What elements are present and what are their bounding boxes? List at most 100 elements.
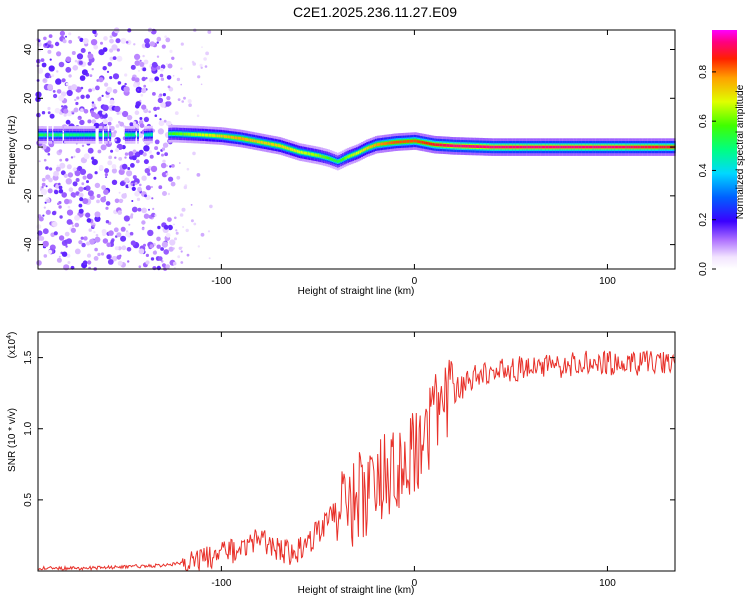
noise-speckle — [103, 36, 108, 41]
noise-speckle — [58, 95, 65, 101]
noise-speckle — [129, 215, 134, 219]
noise-speckle — [161, 171, 168, 178]
noise-speckle — [167, 217, 172, 223]
ridge-cell — [55, 133, 58, 137]
ridge-cell — [387, 141, 390, 145]
ridge-cell — [260, 140, 263, 144]
ridge-cell — [48, 133, 51, 137]
x-tick-label: -100 — [211, 578, 231, 589]
ridge-cell — [557, 145, 560, 149]
ridge-cell — [241, 137, 244, 140]
noise-speckle — [108, 230, 114, 236]
noise-speckle — [113, 227, 119, 233]
noise-speckle — [81, 144, 85, 147]
ridge-cell — [83, 133, 86, 137]
noise-speckle — [79, 197, 84, 202]
noise-speckle — [106, 242, 111, 248]
ridge-cell — [253, 139, 256, 143]
noise-speckle — [76, 53, 84, 60]
noise-speckle — [89, 74, 93, 77]
noise-speckle — [143, 243, 146, 247]
ridge-cell — [284, 146, 287, 149]
ridge-cell — [189, 133, 191, 136]
noise-speckle — [100, 252, 105, 256]
ridge-cell — [310, 152, 313, 156]
noise-speckle — [114, 137, 121, 144]
noise-speckle — [87, 260, 92, 265]
ridge-cell — [554, 145, 556, 149]
ridge-cell — [637, 145, 640, 149]
ridge-cell — [369, 145, 372, 149]
y-tick-label: 1.0 — [23, 421, 34, 435]
noise-speckle — [87, 190, 94, 197]
noise-speckle — [63, 173, 68, 178]
ridge-cell — [218, 134, 221, 138]
ridge-cell — [130, 133, 132, 137]
noise-speckle — [121, 163, 128, 170]
ridge-cell — [319, 154, 322, 158]
ridge-cell — [498, 145, 501, 149]
noise-speckle — [103, 195, 106, 199]
noise-speckle — [130, 64, 136, 70]
y-tick-label: 40 — [23, 44, 34, 56]
ridge-cell — [647, 145, 650, 149]
spectrogram-x-axis: -100 0 100 — [211, 30, 616, 287]
ridge-cell — [289, 147, 292, 151]
noise-speckle — [137, 186, 142, 192]
noise-speckle — [148, 208, 150, 211]
noise-speckle — [89, 238, 95, 245]
ridge-cell — [633, 145, 636, 149]
colorbar: 0.0 0.2 0.4 0.6 0.8 Normalized spectral ampl… — [698, 30, 746, 276]
noise-speckle — [163, 119, 167, 123]
ridge-cell — [312, 153, 315, 156]
noise-speckle — [52, 221, 58, 227]
noise-speckle — [96, 199, 100, 204]
ridge-cell — [651, 145, 654, 149]
ridge-cell — [460, 144, 463, 148]
ridge-cell — [491, 145, 494, 149]
colorbar-tick-label: 0.8 — [698, 64, 709, 78]
noise-speckle — [125, 41, 129, 44]
ridge-cell — [246, 138, 249, 141]
ridge-cell — [524, 145, 527, 149]
noise-speckle — [112, 56, 117, 60]
noise-speckle — [167, 224, 173, 231]
noise-speckle — [86, 253, 92, 258]
noise-speckle — [172, 247, 175, 250]
noise-speckle — [81, 69, 88, 76]
noise-speckle — [166, 63, 168, 66]
ridge-cell — [427, 142, 429, 145]
noise-speckle — [42, 214, 45, 217]
noise-speckle — [144, 194, 147, 198]
noise-speckle — [45, 209, 51, 215]
ridge-cell — [606, 145, 608, 149]
noise-speckle — [148, 77, 154, 83]
noise-speckle — [180, 67, 183, 70]
ridge-cell — [352, 153, 355, 157]
ridge-cell — [501, 145, 504, 149]
noise-speckle — [186, 253, 190, 257]
ridge-cell — [415, 139, 417, 143]
noise-speckle — [175, 229, 178, 232]
ridge-cell — [482, 145, 485, 149]
colorbar-gradient — [712, 30, 737, 269]
noise-speckle — [76, 96, 80, 100]
noise-speckle — [177, 98, 181, 101]
noise-speckle — [82, 38, 89, 44]
spectrogram-panel: -100 0 100 -40 -20 0 20 40 Height of straight … — [7, 27, 676, 297]
noise-speckle — [171, 164, 175, 168]
y-tick-label: 20 — [23, 92, 34, 104]
ridge-cell — [177, 132, 179, 136]
noise-speckle — [45, 166, 49, 170]
ridge-cell — [453, 144, 456, 148]
noise-speckle — [40, 58, 45, 62]
noise-speckle — [111, 168, 117, 174]
noise-speckle — [104, 173, 108, 177]
noise-speckle — [59, 158, 63, 162]
chart-title: C2E1.2025.236.11.27.E09 — [293, 4, 457, 20]
noise-speckle — [68, 32, 72, 36]
noise-speckle — [90, 110, 94, 114]
ridge-cell — [69, 133, 72, 137]
noise-speckle — [139, 123, 145, 128]
ridge-cell — [668, 145, 671, 149]
